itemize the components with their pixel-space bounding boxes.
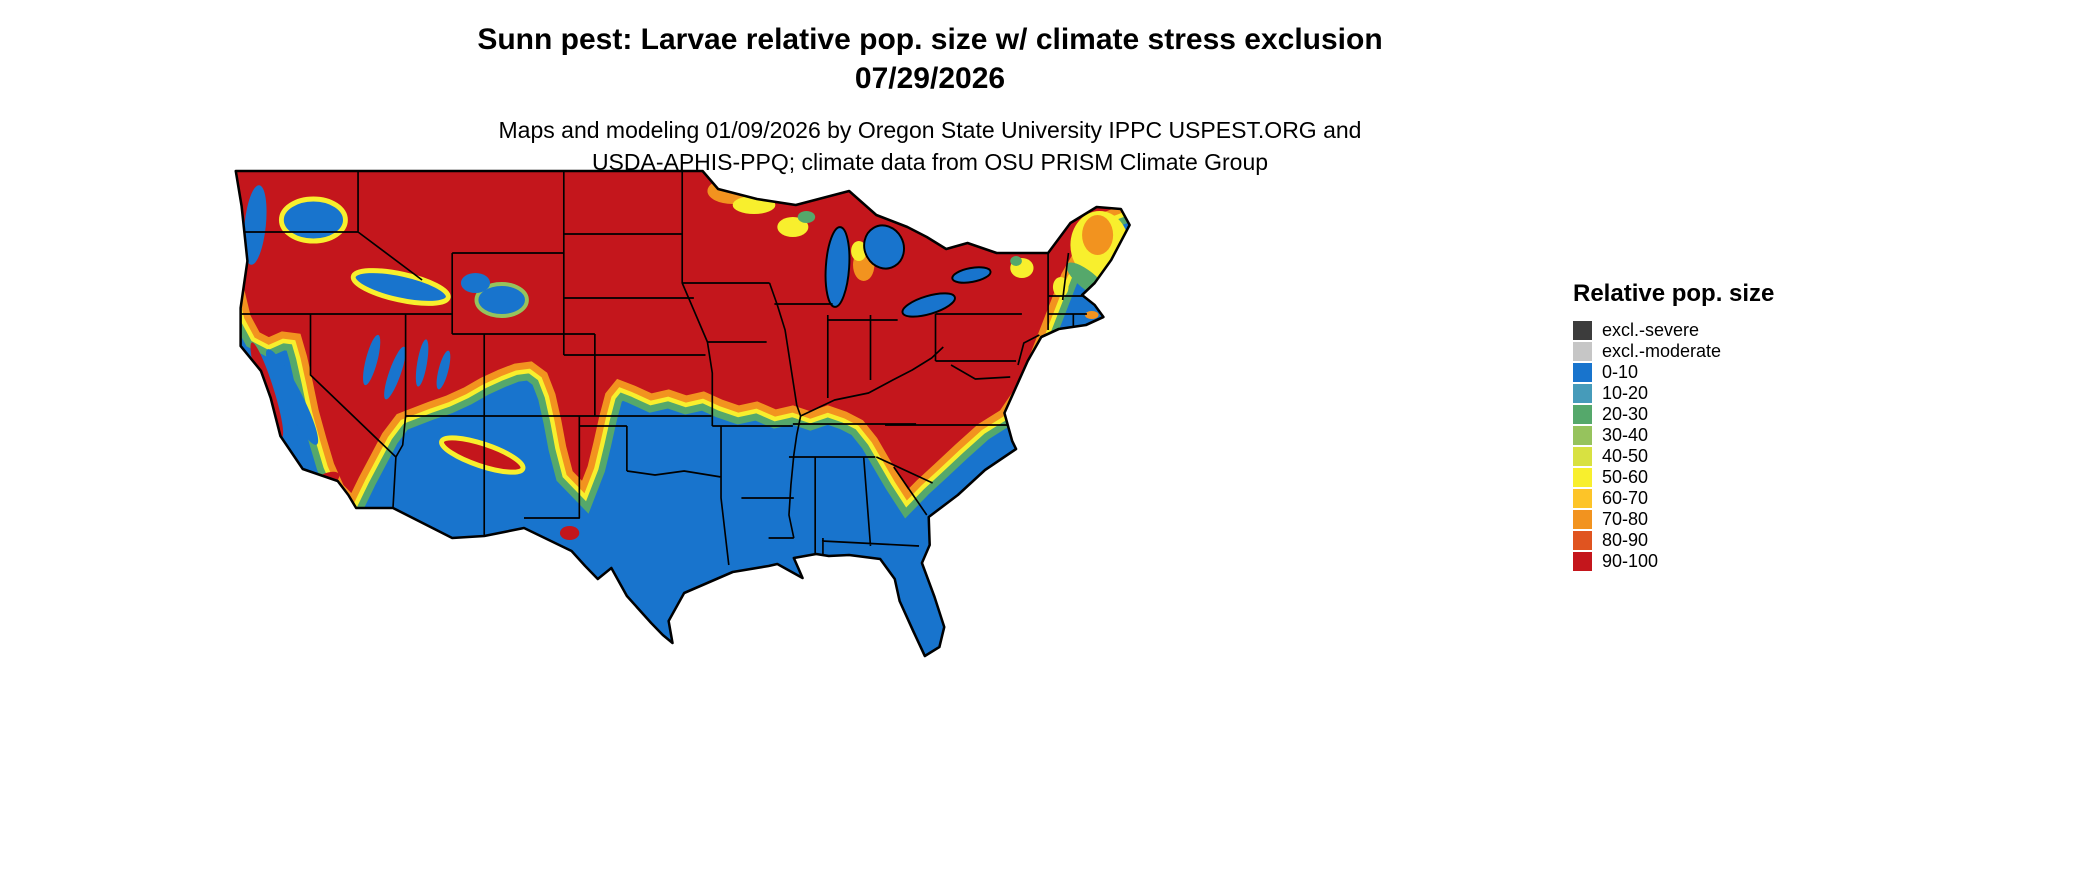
legend-swatch xyxy=(1573,405,1592,424)
legend-label: 10-20 xyxy=(1602,383,1649,403)
lake-michigan xyxy=(824,226,851,308)
legend-swatch xyxy=(1573,510,1592,529)
legend-label: 20-30 xyxy=(1602,404,1649,424)
legend-item: 10-20 xyxy=(1573,383,1774,404)
lake-ontario xyxy=(951,266,992,284)
legend-item: 40-50 xyxy=(1573,446,1774,467)
map-legend: Relative pop. size excl.-severe excl.-mo… xyxy=(1573,280,1774,572)
great-lakes xyxy=(824,224,992,318)
legend-rows: excl.-severe excl.-moderate 0-10 10-20 2… xyxy=(1573,320,1774,572)
map-credits: Maps and modeling 01/09/2026 by Oregon S… xyxy=(0,114,1860,178)
legend-item: 30-40 xyxy=(1573,425,1774,446)
legend-item: excl.-severe xyxy=(1573,320,1774,341)
western-basin-patches xyxy=(243,185,529,445)
legend-swatch xyxy=(1573,363,1592,382)
legend-title: Relative pop. size xyxy=(1573,280,1775,307)
legend-swatch xyxy=(1573,321,1592,340)
legend-label: excl.-moderate xyxy=(1602,341,1722,361)
legend-swatch xyxy=(1573,489,1592,508)
legend-swatch xyxy=(1573,447,1592,466)
legend-label: 80-90 xyxy=(1602,530,1649,550)
legend-item: excl.-moderate xyxy=(1573,341,1774,362)
legend-label: excl.-severe xyxy=(1602,320,1700,340)
legend-item: 0-10 xyxy=(1573,362,1774,383)
legend-swatch xyxy=(1573,531,1592,550)
legend-item: 50-60 xyxy=(1573,467,1774,488)
legend-label: 50-60 xyxy=(1602,467,1649,487)
legend-swatch xyxy=(1573,342,1592,361)
legend-swatch xyxy=(1573,426,1592,445)
legend-item: 80-90 xyxy=(1573,530,1774,551)
figure-header: Sunn pest: Larvae relative pop. size w/ … xyxy=(0,20,1860,178)
legend-item: 20-30 xyxy=(1573,404,1774,425)
legend-label: 70-80 xyxy=(1602,509,1649,529)
state-borders xyxy=(240,171,1095,566)
us-population-map xyxy=(234,169,1131,658)
lake-huron xyxy=(863,224,905,270)
legend-swatch xyxy=(1573,384,1592,403)
map-date: 07/29/2026 xyxy=(854,62,1006,95)
legend-item: 90-100 xyxy=(1573,551,1774,572)
legend-label: 60-70 xyxy=(1602,488,1649,508)
legend-swatch xyxy=(1573,468,1592,487)
legend-label: 0-10 xyxy=(1602,362,1639,382)
legend-item: 60-70 xyxy=(1573,488,1774,509)
map-title: Sunn pest: Larvae relative pop. size w/ … xyxy=(477,23,1383,56)
legend-item: 70-80 xyxy=(1573,509,1774,530)
credits-line-2: USDA-APHIS-PPQ; climate data from OSU PR… xyxy=(591,149,1269,176)
legend-label: 90-100 xyxy=(1602,551,1659,571)
legend-label: 30-40 xyxy=(1602,425,1649,445)
legend-label: 40-50 xyxy=(1602,446,1649,466)
legend-swatch xyxy=(1573,552,1592,571)
credits-line-1: Maps and modeling 01/09/2026 by Oregon S… xyxy=(498,117,1362,143)
lake-erie xyxy=(901,292,956,318)
